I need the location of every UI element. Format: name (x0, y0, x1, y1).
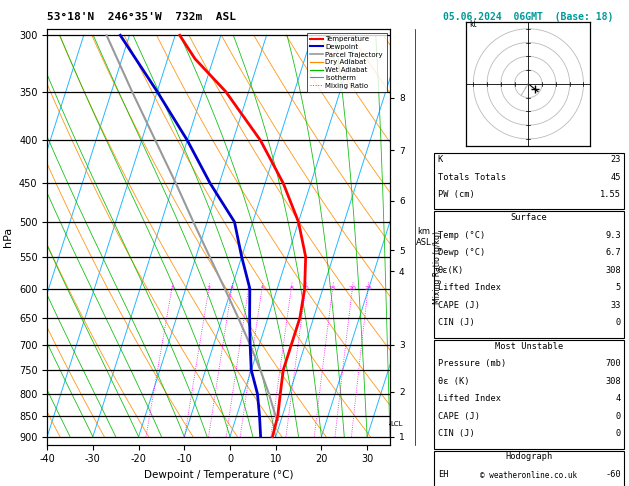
Text: 53°18'N  246°35'W  732m  ASL: 53°18'N 246°35'W 732m ASL (47, 12, 236, 22)
Text: 1: 1 (170, 286, 174, 291)
Text: Hodograph: Hodograph (505, 452, 553, 462)
Text: LCL: LCL (390, 421, 403, 427)
Text: 4: 4 (616, 394, 621, 403)
Text: 23: 23 (610, 155, 621, 164)
Text: kt: kt (469, 20, 477, 29)
Text: 5: 5 (260, 286, 264, 291)
Text: K: K (438, 155, 443, 164)
Text: 700: 700 (605, 359, 621, 368)
Text: 308: 308 (605, 377, 621, 386)
Text: CAPE (J): CAPE (J) (438, 301, 480, 310)
Text: 1.55: 1.55 (600, 190, 621, 199)
Text: 5: 5 (616, 283, 621, 293)
Text: -60: -60 (605, 470, 621, 479)
Text: CIN (J): CIN (J) (438, 318, 474, 328)
Text: 0: 0 (616, 412, 621, 421)
Text: Dewp (°C): Dewp (°C) (438, 248, 485, 258)
Text: 20: 20 (348, 286, 357, 291)
Text: 6.7: 6.7 (605, 248, 621, 258)
Text: EH: EH (438, 470, 448, 479)
Text: PW (cm): PW (cm) (438, 190, 474, 199)
X-axis label: Dewpoint / Temperature (°C): Dewpoint / Temperature (°C) (144, 470, 293, 480)
Text: CAPE (J): CAPE (J) (438, 412, 480, 421)
Text: 05.06.2024  06GMT  (Base: 18): 05.06.2024 06GMT (Base: 18) (443, 12, 613, 22)
Y-axis label: km
ASL: km ASL (416, 227, 432, 246)
Text: Most Unstable: Most Unstable (495, 342, 563, 351)
Text: θε (K): θε (K) (438, 377, 469, 386)
Text: 0: 0 (616, 429, 621, 438)
Y-axis label: hPa: hPa (3, 227, 13, 247)
Text: 4: 4 (247, 286, 250, 291)
Text: Totals Totals: Totals Totals (438, 173, 506, 182)
Text: Lifted Index: Lifted Index (438, 394, 501, 403)
Text: 3: 3 (230, 286, 234, 291)
Text: Temp (°C): Temp (°C) (438, 231, 485, 240)
Text: 25: 25 (364, 286, 372, 291)
Text: 10: 10 (302, 286, 309, 291)
Text: Surface: Surface (511, 213, 547, 223)
Text: 15: 15 (329, 286, 337, 291)
Text: 9.3: 9.3 (605, 231, 621, 240)
Text: 2: 2 (207, 286, 211, 291)
Text: 308: 308 (605, 266, 621, 275)
Legend: Temperature, Dewpoint, Parcel Trajectory, Dry Adiabat, Wet Adiabat, Isotherm, Mi: Temperature, Dewpoint, Parcel Trajectory… (307, 33, 386, 92)
Text: Pressure (mb): Pressure (mb) (438, 359, 506, 368)
Text: 33: 33 (610, 301, 621, 310)
Text: © weatheronline.co.uk: © weatheronline.co.uk (480, 471, 577, 480)
Text: Mixing Ratio (g/kg): Mixing Ratio (g/kg) (433, 231, 442, 304)
Text: Lifted Index: Lifted Index (438, 283, 501, 293)
Text: 8: 8 (289, 286, 293, 291)
Text: 0: 0 (616, 318, 621, 328)
Text: θε(K): θε(K) (438, 266, 464, 275)
Text: CIN (J): CIN (J) (438, 429, 474, 438)
Text: 45: 45 (610, 173, 621, 182)
